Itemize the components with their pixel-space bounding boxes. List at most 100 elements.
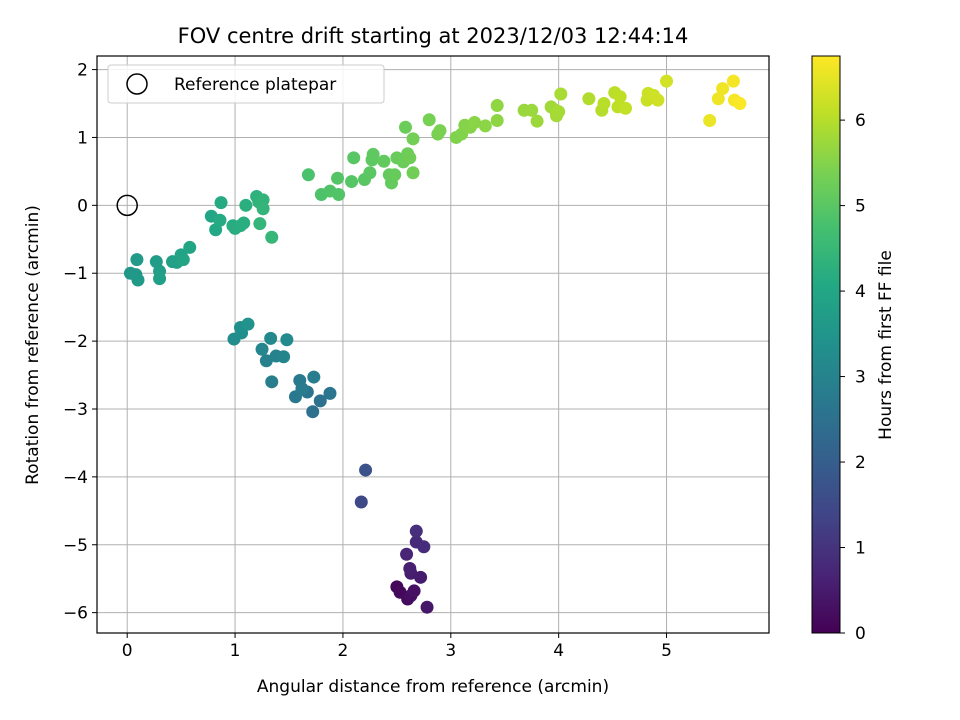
y-tick-label: 2 [77, 61, 88, 81]
y-tick-label: −4 [63, 468, 88, 488]
data-point [468, 116, 482, 130]
data-point [490, 113, 504, 127]
data-point [183, 240, 197, 254]
data-point [306, 405, 320, 419]
chart-title: FOV centre drift starting at 2023/12/03 … [178, 24, 689, 48]
data-point [130, 253, 144, 267]
data-point [417, 540, 431, 554]
data-point [490, 99, 504, 113]
data-point [703, 113, 717, 127]
legend-marker-reference [126, 73, 148, 95]
data-point [716, 82, 730, 96]
data-point [354, 495, 368, 509]
data-point [409, 524, 423, 538]
data-point [726, 74, 740, 88]
x-tick-label: 4 [553, 641, 564, 661]
data-point [414, 570, 428, 584]
data-point [295, 382, 309, 396]
data-point [388, 168, 402, 182]
data-point [345, 175, 359, 189]
colorbar-label: Hours from first FF file [876, 250, 896, 440]
data-point [398, 120, 412, 134]
data-point [280, 333, 294, 347]
data-point [176, 253, 190, 267]
data-point [359, 463, 373, 477]
data-point [478, 119, 492, 133]
legend-label-reference: Reference platepar [174, 75, 336, 95]
data-point [400, 547, 414, 561]
data-point [332, 187, 346, 201]
x-axis-label: Angular distance from reference (arcmin) [257, 677, 609, 697]
data-point [307, 370, 321, 384]
data-point [407, 584, 421, 598]
data-point [733, 97, 747, 111]
data-point [366, 147, 380, 161]
legend: Reference platepar [107, 64, 385, 104]
data-point [253, 217, 267, 231]
colorbar-tick-label: 1 [855, 539, 866, 559]
grid [97, 56, 769, 633]
data-point [711, 92, 725, 106]
data-point [377, 154, 391, 168]
data-point [239, 198, 253, 212]
data-point [256, 202, 270, 216]
reference-point-marker [116, 194, 138, 217]
colorbar-tick-label: 0 [855, 624, 866, 644]
data-point [313, 394, 327, 408]
plot-frame [96, 55, 770, 634]
data-point [406, 166, 420, 180]
colorbar: 0 1 2 3 4 5 6 Hours from first FF file [811, 55, 896, 644]
data-point [153, 272, 167, 286]
data-point [613, 90, 627, 104]
data-point [403, 151, 417, 165]
data-point [259, 354, 273, 368]
data-point [552, 105, 566, 119]
colorbar-gradient [811, 55, 841, 634]
data-point [214, 196, 228, 210]
data-point [131, 273, 145, 287]
data-point [582, 92, 596, 106]
data-point [406, 132, 420, 146]
data-point [530, 114, 544, 128]
data-point [213, 213, 227, 227]
y-tick-label: −2 [63, 332, 88, 352]
data-point [265, 375, 279, 389]
data-point [660, 74, 674, 88]
y-tick-label: 1 [77, 128, 88, 148]
y-tick-label: −3 [63, 400, 88, 420]
data-point [277, 350, 291, 364]
y-tick-label: −1 [63, 264, 88, 284]
data-point [651, 93, 665, 107]
data-point [363, 166, 377, 180]
data-point [241, 317, 255, 331]
data-point [237, 216, 251, 230]
x-tick-label: 3 [445, 641, 456, 661]
data-point [525, 103, 539, 117]
y-tick-label: −5 [63, 536, 88, 556]
colorbar-tick-label: 5 [855, 197, 866, 217]
colorbar-tick-label: 3 [855, 368, 866, 388]
y-axis-label: Rotation from reference (arcmin) [23, 205, 43, 485]
data-point [255, 342, 269, 356]
data-point [433, 124, 447, 138]
data-point [554, 87, 568, 101]
data-point [403, 562, 417, 576]
data-point [347, 151, 361, 165]
colorbar-tick-label: 4 [855, 282, 866, 302]
legend-box [107, 64, 385, 104]
data-point [265, 230, 279, 244]
y-axis: −6 −5 −4 −3 −2 −1 0 1 2 [63, 61, 97, 624]
data-point [422, 113, 436, 127]
colorbar-tick-label: 2 [855, 453, 866, 473]
data-point [597, 97, 611, 111]
y-tick-label: −6 [63, 604, 88, 624]
data-point [420, 600, 434, 614]
x-tick-label: 2 [338, 641, 349, 661]
data-points [116, 74, 747, 614]
colorbar-tick-label: 6 [855, 111, 866, 131]
data-point [619, 101, 633, 115]
x-tick-label: 0 [122, 641, 133, 661]
x-tick-label: 1 [230, 641, 241, 661]
data-point [323, 386, 337, 400]
